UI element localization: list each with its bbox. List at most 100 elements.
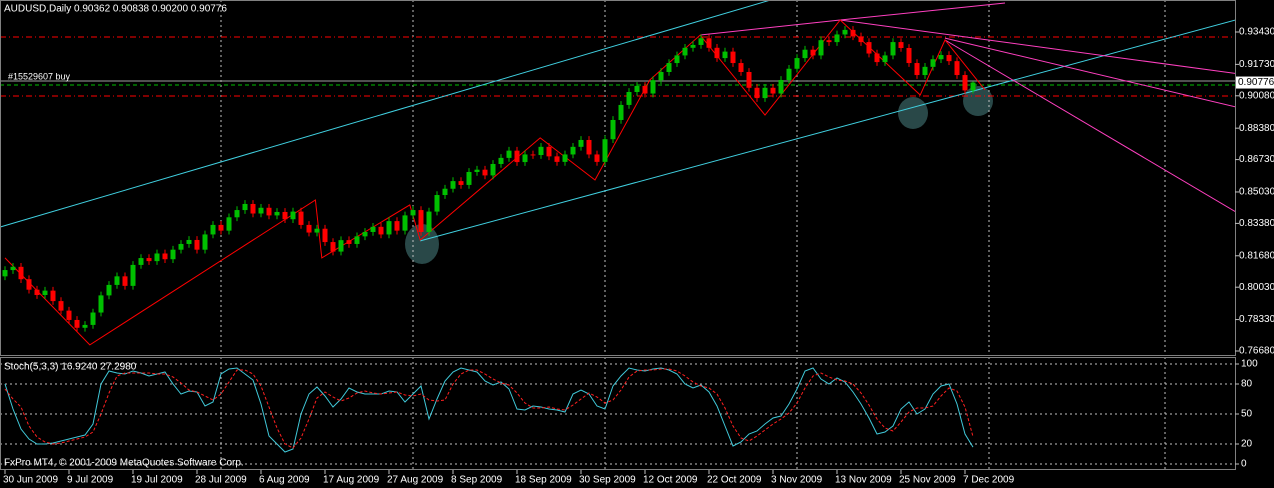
candle-body	[826, 40, 832, 43]
y-tick-label: 100	[1241, 359, 1258, 370]
candle-body	[642, 85, 648, 94]
candle-body	[506, 150, 512, 158]
trendline	[0, 0, 773, 228]
candle-body	[386, 221, 392, 235]
candle-body	[194, 239, 200, 250]
candle-body	[266, 207, 272, 216]
x-tick-label: 9 Jul 2009	[67, 475, 114, 486]
candle-body	[82, 324, 88, 328]
y-tick-label: 0.93430	[1239, 27, 1274, 38]
candle-body	[602, 139, 608, 162]
candle-body	[410, 210, 416, 216]
candle-body	[402, 215, 408, 231]
candle-body	[690, 44, 696, 48]
trendline	[840, 19, 1235, 74]
candle-body	[810, 49, 816, 56]
y-tick-label: 0.83380	[1239, 218, 1274, 229]
candle-body	[338, 240, 344, 252]
x-tick-label: 22 Oct 2009	[707, 475, 762, 486]
candle-body	[354, 236, 360, 244]
x-tick-label: 8 Sep 2009	[451, 475, 503, 486]
candle-body	[706, 38, 712, 48]
y-tick-label: 0	[1241, 459, 1247, 470]
trendline	[840, 2, 1006, 21]
candle-body	[562, 154, 568, 162]
candle-body	[114, 276, 120, 285]
level-label: #15529607 buy	[8, 71, 71, 81]
candle-body	[922, 66, 928, 76]
candle-body	[490, 163, 496, 176]
candle-body	[394, 221, 400, 231]
candle-body	[914, 63, 920, 76]
candle-body	[954, 61, 960, 76]
candle-body	[586, 139, 592, 155]
x-tick-label: 3 Nov 2009	[771, 475, 823, 486]
candle-body	[434, 195, 440, 212]
y-tick-label: 0.76680	[1239, 346, 1274, 357]
candle-body	[970, 82, 976, 91]
candle-body	[130, 264, 136, 286]
main-frame	[0, 0, 1236, 356]
candle-body	[154, 253, 160, 262]
current-price-label: 0.90776	[1238, 77, 1274, 88]
candle-body	[330, 242, 336, 252]
candle-body	[346, 240, 352, 244]
y-tick-label: 0.86730	[1239, 154, 1274, 165]
x-tick-label: 25 Nov 2009	[899, 475, 956, 486]
candle-body	[58, 301, 64, 311]
candle-body	[738, 63, 744, 72]
candle-body	[298, 211, 304, 225]
indicator-title: Stoch(5,3,3) 16.9240 27.2980	[4, 362, 137, 373]
y-tick-label: 0.85030	[1239, 187, 1274, 198]
candle-body	[226, 217, 232, 231]
x-tick-label: 12 Oct 2009	[643, 475, 698, 486]
y-tick-label: 0.91730	[1239, 59, 1274, 70]
x-tick-label: 18 Sep 2009	[515, 475, 572, 486]
candle-body	[818, 40, 824, 56]
candle-body	[802, 49, 808, 59]
candle-body	[778, 79, 784, 94]
candle-body	[530, 154, 536, 156]
x-tick-label: 13 Nov 2009	[835, 475, 892, 486]
candle-body	[282, 211, 288, 220]
trendline	[420, 19, 1235, 242]
candle-body	[906, 47, 912, 64]
y-tick-label: 80	[1241, 379, 1253, 390]
highlight-circle	[963, 86, 993, 116]
candle-body	[674, 55, 680, 64]
candle-body	[794, 58, 800, 69]
x-tick-label: 30 Sep 2009	[579, 475, 636, 486]
candle-body	[450, 181, 456, 189]
x-tick-label: 30 Jun 2009	[3, 475, 58, 486]
candle-body	[50, 290, 56, 302]
candle-body	[538, 146, 544, 156]
candle-body	[66, 310, 72, 320]
x-tick-label: 17 Aug 2009	[323, 475, 380, 486]
candle-body	[962, 75, 968, 91]
candle-body	[898, 42, 904, 48]
candle-body	[850, 29, 856, 37]
candle-body	[546, 146, 552, 157]
candle-body	[250, 203, 256, 214]
candle-body	[874, 53, 880, 63]
candle-body	[650, 80, 656, 94]
candle-body	[722, 51, 728, 59]
candle-body	[34, 289, 40, 296]
candle-body	[482, 169, 488, 176]
candle-body	[770, 87, 776, 94]
candle-body	[714, 47, 720, 59]
candle-body	[370, 226, 376, 232]
y-tick-label: 0.80030	[1239, 282, 1274, 293]
candle-body	[522, 154, 528, 163]
candle-body	[882, 55, 888, 63]
candle-body	[178, 243, 184, 250]
candle-body	[18, 266, 24, 280]
candle-body	[498, 157, 504, 164]
candle-body	[146, 258, 152, 262]
candle-body	[746, 71, 752, 88]
trendline	[944, 39, 1235, 212]
candle-body	[610, 119, 616, 140]
candle-body	[242, 203, 248, 211]
